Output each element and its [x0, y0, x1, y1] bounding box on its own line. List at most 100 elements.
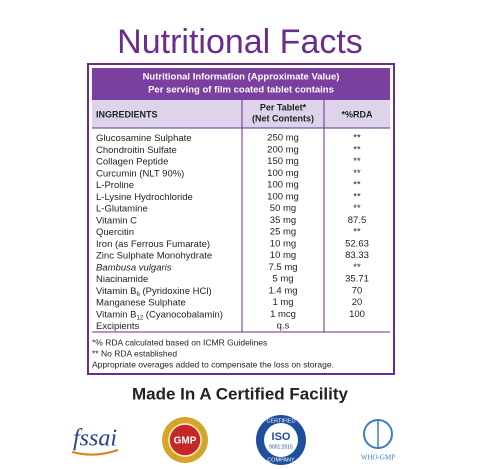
rda: 35.71: [345, 274, 369, 285]
subscript: 6: [136, 291, 140, 297]
ingredient-name: Zinc Sulphate Monohydrate: [96, 250, 212, 261]
column-header: *%RDA: [341, 109, 373, 119]
ingredient: Bambusa vulgaris: [96, 262, 172, 273]
ingredient-name: Vitamin C: [96, 215, 137, 226]
subscript: 12: [136, 315, 143, 321]
table-heading-band: [92, 68, 390, 100]
ingredient-name: Manganese Sulphate: [96, 297, 186, 308]
amount: 200 mg: [267, 144, 299, 155]
logo-text: 9001:2015: [269, 444, 293, 450]
ingredient-name: Excipients: [96, 321, 140, 332]
amount: 250 mg: [267, 133, 299, 144]
ingredient: L-Lysine Hydrochloride: [96, 191, 193, 202]
rda: **: [353, 180, 361, 191]
logo-text: ISO: [272, 431, 291, 443]
rda: **: [353, 191, 361, 202]
amount: 5 mg: [272, 274, 293, 285]
column-header-band: [92, 100, 390, 128]
amount: 150 mg: [267, 156, 299, 167]
ingredient: L-Proline: [96, 180, 134, 191]
ingredient: Vitamin B12 (Cyanocobalamin): [96, 309, 223, 321]
ingredient: Excipients: [96, 321, 140, 332]
ingredient: Iron (as Ferrous Fumarate): [96, 238, 210, 249]
ingredient-name: L-Lysine Hydrochloride: [96, 191, 193, 202]
amount: 10 mg: [270, 238, 296, 249]
ingredient-name: Curcumin (NLT 90%): [96, 168, 184, 179]
ingredient-name: Chondroitin Sulfate: [96, 144, 177, 155]
rda: **: [353, 262, 361, 273]
logo-text: fssai: [73, 426, 117, 452]
ingredient-name: Collagen Peptide: [96, 156, 168, 167]
ingredient-name: Glucosamine Sulphate: [96, 133, 192, 144]
badge-core: [168, 423, 202, 457]
ingredient: Vitamin B6 (Pyridoxine HCl): [96, 285, 212, 297]
amount: 35 mg: [270, 215, 296, 226]
badge-core: [264, 423, 298, 457]
rda: **: [353, 144, 361, 155]
rda: 20: [352, 297, 363, 308]
ingredient-name: Quercitin: [96, 227, 134, 238]
amount: 100 mg: [267, 180, 299, 191]
ingredient-suffix: (Cyanocobalamin): [143, 309, 223, 320]
ingredient: Quercitin: [96, 227, 134, 238]
footnote: ** No RDA established: [92, 348, 177, 358]
footnote: Appropriate overages added to compensate…: [92, 359, 334, 369]
fssai-logo: fssai: [71, 426, 119, 456]
amount: 1 mg: [272, 297, 293, 308]
rda: 52.63: [345, 238, 369, 249]
title: Nutritional Facts: [117, 23, 363, 61]
column-header: Per Tablet*: [260, 102, 307, 112]
rda: 83.33: [345, 250, 369, 261]
amount: 7.5 mg: [268, 262, 297, 273]
ingredient: Glucosamine Sulphate: [96, 133, 192, 144]
rda: 100: [349, 309, 365, 320]
rda: **: [353, 227, 361, 238]
logo-text: WHO-GMP: [361, 454, 395, 462]
logo-text: COMPANY: [267, 457, 295, 463]
ingredient-name: Vitamin B: [96, 309, 136, 320]
ingredient: Chondroitin Sulfate: [96, 144, 177, 155]
swoosh: [71, 449, 119, 456]
ingredient: Zinc Sulphate Monohydrate: [96, 250, 212, 261]
rda: **: [353, 168, 361, 179]
heading: Per serving of film coated tablet contai…: [148, 85, 334, 96]
ingredient-name: L-Glutamine: [96, 203, 148, 214]
amount: q.s: [277, 321, 290, 332]
ingredient: Vitamin C: [96, 215, 137, 226]
facility: Made In A Certified Facility: [132, 384, 349, 403]
iso-logo: CERTIFIED ISO 9001:2015 COMPANY: [256, 415, 306, 465]
heading: Nutritional Information (Approximate Val…: [143, 72, 340, 83]
rda: **: [353, 203, 361, 214]
logo-text: GMP: [174, 436, 197, 447]
amount: 10 mg: [270, 250, 296, 261]
rda: **: [353, 133, 361, 144]
column-header: INGREDIENTS: [96, 109, 158, 119]
ingredient-suffix: (Pyridoxine HCl): [140, 285, 212, 296]
footnote: *% RDA calculated based on ICMR Guidelin…: [92, 337, 267, 347]
amount: 1.4 mg: [268, 285, 297, 296]
rda: **: [353, 156, 361, 167]
gmp-logo: GMP: [162, 417, 208, 463]
amount: 25 mg: [270, 227, 296, 238]
who-logo: WHO-GMP: [361, 419, 395, 462]
amount: 50 mg: [270, 203, 296, 214]
ingredient-name: Niacinamide: [96, 274, 148, 285]
ingredient-name: Vitamin B: [96, 285, 136, 296]
column-header: (Net Contents): [252, 113, 314, 123]
ingredient: Curcumin (NLT 90%): [96, 168, 184, 179]
ingredient: Collagen Peptide: [96, 156, 168, 167]
logo-text: CERTIFIED: [267, 418, 296, 424]
rda: 70: [352, 285, 363, 296]
rda: 87.5: [348, 215, 367, 226]
amount: 100 mg: [267, 191, 299, 202]
rows: Glucosamine Sulphate 250 mg ** Chondroitin …: [96, 133, 369, 332]
ingredient: Niacinamide: [96, 274, 148, 285]
amount: 1 mcg: [270, 309, 296, 320]
amount: 100 mg: [267, 168, 299, 179]
ingredient-name: L-Proline: [96, 180, 134, 191]
ingredient-name: Bambusa vulgaris: [96, 262, 172, 273]
ingredient: L-Glutamine: [96, 203, 148, 214]
ingredient: Manganese Sulphate: [96, 297, 186, 308]
ingredient-name: Iron (as Ferrous Fumarate): [96, 238, 210, 249]
